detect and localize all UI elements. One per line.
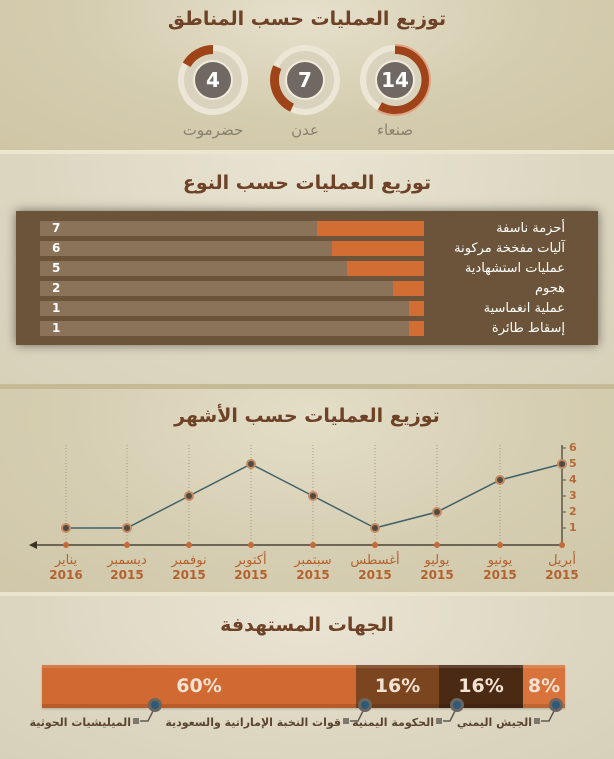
y-tick: 4 — [569, 473, 577, 486]
x-label: أغسطس 2015 — [350, 553, 400, 582]
targets-title: الجهات المستهدفة — [220, 614, 394, 636]
axis-arrow-icon — [29, 541, 37, 549]
target-dot-icon — [148, 698, 162, 712]
donut-aden: 7 — [266, 41, 344, 119]
donut-sanaa: 14 — [356, 41, 434, 119]
section-divider — [0, 384, 614, 389]
months-section — [0, 389, 614, 592]
y-tick: 3 — [569, 489, 577, 502]
type-value: 6 — [52, 241, 61, 255]
target-dot-icon — [450, 698, 464, 712]
type-value: 7 — [52, 221, 61, 235]
type-bar: 1 — [40, 321, 424, 336]
target-label: الحكومة اليمنية — [352, 716, 434, 729]
x-label: ديسمبر 2015 — [107, 553, 147, 582]
type-label: آليات مفخخة مركونة — [454, 241, 565, 256]
type-label: هجوم — [534, 281, 565, 296]
y-tick: 2 — [569, 505, 577, 518]
type-value: 2 — [52, 281, 61, 295]
section-divider — [0, 592, 614, 596]
target-dot-icon — [358, 698, 372, 712]
y-tick: 1 — [569, 521, 577, 534]
region-label: حضرموت — [182, 121, 244, 139]
x-label: نوفمبر 2015 — [171, 553, 207, 582]
region-count: 4 — [193, 60, 233, 100]
type-bar: 2 — [40, 281, 424, 296]
type-bar: 1 — [40, 301, 424, 316]
type-label: إسقاط طائرة — [491, 321, 565, 336]
section-divider — [0, 150, 614, 154]
region-count: 7 — [285, 60, 325, 100]
type-label: عمليات استشهادية — [464, 261, 565, 276]
type-value: 1 — [52, 321, 61, 335]
type-bar: 5 — [40, 261, 424, 276]
target-label: الميليشيات الحوثية — [29, 716, 131, 729]
x-label: يناير 2016 — [49, 553, 83, 582]
x-label: أبريل 2015 — [545, 553, 579, 582]
x-label: يوليو 2015 — [420, 553, 454, 582]
type-label: أحزمة ناسفة — [496, 221, 565, 236]
y-tick: 6 — [569, 441, 577, 454]
type-bar: 6 — [40, 241, 424, 256]
region-label: صنعاء — [376, 121, 414, 139]
type-value: 5 — [52, 261, 61, 275]
region-label: عدن — [291, 121, 319, 139]
x-label: سبتمبر 2015 — [294, 553, 332, 582]
types-title: توزيع العمليات حسب النوع — [182, 172, 432, 194]
donut-hadramout: 4 — [174, 41, 252, 119]
target-label: قوات النخبة الإماراتية والسعودية — [165, 716, 341, 729]
type-bar: 7 — [40, 221, 424, 236]
type-value: 1 — [52, 301, 61, 315]
segment-army: 8% — [523, 665, 565, 708]
segment-houthi: 60% — [42, 665, 356, 708]
types-panel: 7 أحزمة ناسفة 6 آليات مفخخة مركونة 5 عمل… — [16, 211, 598, 345]
target-label: الجيش اليمني — [456, 716, 532, 729]
y-tick: 5 — [569, 457, 577, 470]
type-label: عملية انغماسية — [483, 301, 565, 316]
region-count: 14 — [375, 60, 415, 100]
target-leaders — [133, 698, 563, 724]
line-chart — [29, 445, 567, 549]
x-label: أكتوبر 2015 — [234, 553, 268, 582]
target-dot-icon — [549, 698, 563, 712]
months-title: توزيع العمليات حسب الأشهر — [174, 405, 440, 427]
x-label: يونيو 2015 — [483, 553, 517, 582]
regions-title: توزيع العمليات حسب المناطق — [167, 8, 447, 30]
